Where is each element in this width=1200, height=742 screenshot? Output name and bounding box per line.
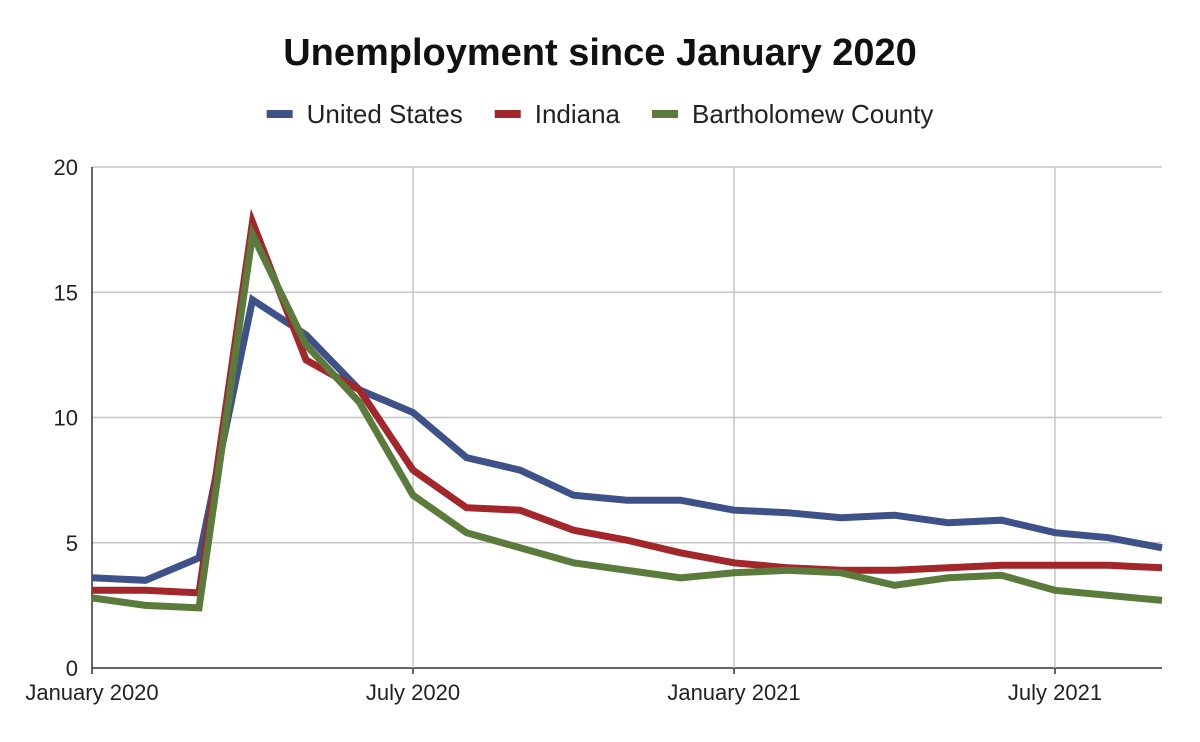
- series-layer: [91, 208, 1163, 612]
- y-tick-label-0: 0: [66, 656, 78, 681]
- x-tick-label-3: July 2021: [1008, 680, 1102, 705]
- legend-swatch-united-states: [266, 110, 293, 118]
- y-tick-label-20: 20: [54, 155, 78, 180]
- x-tick-label-0: January 2020: [25, 680, 158, 705]
- series-line-indiana: [92, 208, 1163, 597]
- legend: United States Indiana Bartholomew County: [266, 99, 933, 129]
- legend-swatch-indiana: [494, 110, 521, 118]
- y-tick-label-5: 5: [66, 531, 78, 556]
- legend-swatch-bartholomew-county: [652, 110, 679, 118]
- series-line-united-states: [91, 294, 1163, 584]
- series-line-bartholomew-county: [91, 222, 1163, 612]
- y-tick-label-15: 15: [54, 280, 78, 305]
- x-tick-label-1: July 2020: [366, 680, 460, 705]
- y-tick-label-10: 10: [54, 406, 78, 431]
- legend-label-united-states: United States: [307, 99, 463, 129]
- chart-title: Unemployment since January 2020: [283, 32, 917, 74]
- legend-label-bartholomew-county: Bartholomew County: [692, 99, 933, 129]
- x-tick-label-2: January 2021: [667, 680, 800, 705]
- axis-layer: 0 5 10 15 20 January 2020 July 2020 January 202…: [25, 155, 1102, 705]
- legend-label-indiana: Indiana: [535, 99, 621, 129]
